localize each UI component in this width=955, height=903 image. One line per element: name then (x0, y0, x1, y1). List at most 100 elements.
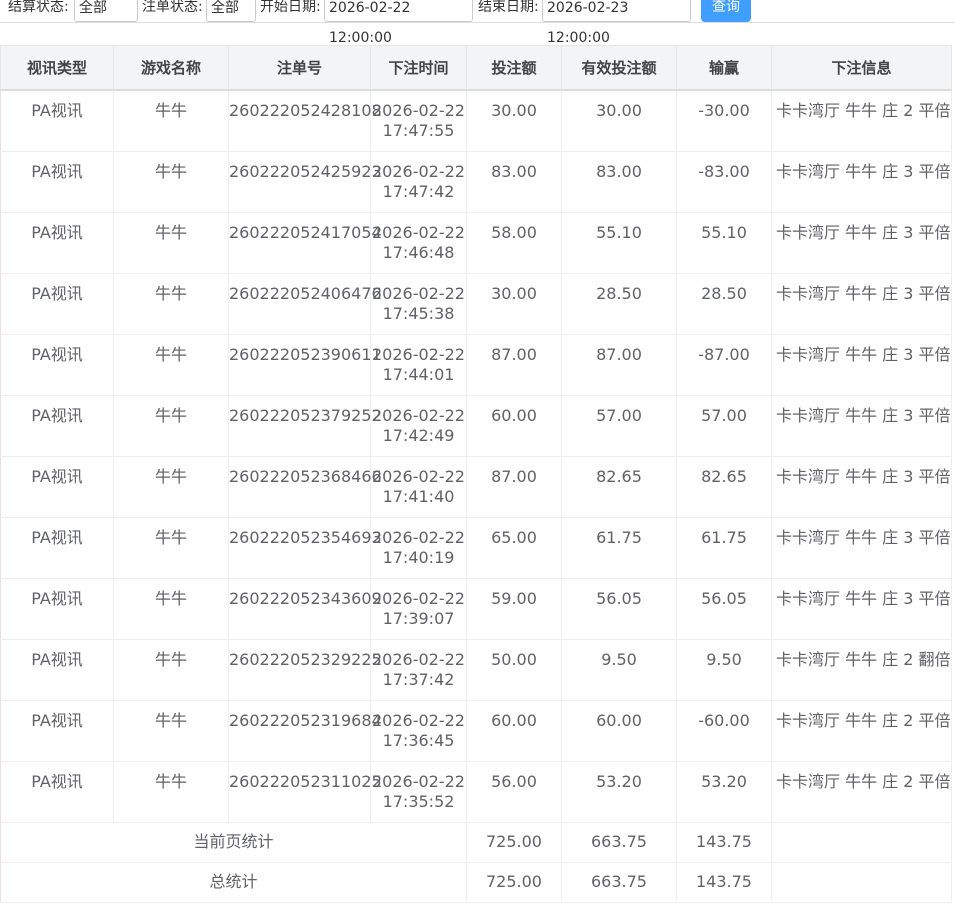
row: PA视讯 牛牛 260222052319684 2026-02-22 17:36:45… (0, 699, 952, 762)
cell: 57.00 (676, 394, 772, 457)
row: PA视讯 牛牛 260222052428108 2026-02-22 17:47:55… (0, 89, 952, 152)
cell: 2026-02-22 17:40:19 (370, 516, 467, 579)
row: PA视讯 牛牛 260222052425923 2026-02-22 17:47:42… (0, 150, 952, 213)
cell: 卡卡湾厅 牛牛 庄 2 翻倍 (771, 638, 952, 701)
header-row: 视讯类型 游戏名称 注单号 下注时间 投注额 有效投注额 输赢 下注信息 (0, 45, 952, 91)
cell: 卡卡湾厅 牛牛 庄 2 平倍 (771, 760, 952, 823)
cell: 2026-02-22 17:35:52 (370, 760, 467, 823)
cell: 260222052379252 (228, 394, 382, 457)
row: PA视讯 牛牛 260222052390611 2026-02-22 17:44:01… (0, 333, 952, 396)
cell: 卡卡湾厅 牛牛 庄 3 平倍 (771, 150, 952, 213)
cell: 2026-02-22 17:45:38 (370, 272, 467, 335)
cell: 83.00 (561, 150, 677, 213)
header-cell: 游戏名称 (113, 45, 229, 91)
header-cell: 注单号 (228, 45, 371, 91)
cell: 牛牛 (113, 211, 229, 274)
cell: 57.00 (561, 394, 677, 457)
row: PA视讯 牛牛 260222052311025 2026-02-22 17:35:52… (0, 760, 952, 823)
cell: 牛牛 (113, 150, 229, 213)
label: 注单状态: (142, 0, 203, 15)
query-button[interactable]: 查询 (701, 0, 751, 22)
cell: 60.00 (561, 699, 677, 762)
summary-label: 当前页统计 (0, 821, 467, 863)
cell: 53.20 (561, 760, 677, 823)
cell: 牛牛 (113, 272, 229, 335)
cell: PA视讯 (0, 150, 114, 213)
summary-cell: 143.75 (676, 861, 772, 903)
cell: -83.00 (676, 150, 772, 213)
cell: 87.00 (466, 333, 562, 396)
date-input[interactable]: 2026-02-22 12:00:00 (324, 0, 473, 46)
cell: 87.00 (466, 455, 562, 518)
summary-row: 当前页统计 725.00 663.75 143.75 (0, 821, 952, 863)
cell: 65.00 (466, 516, 562, 579)
header-cell: 输赢 (676, 45, 772, 91)
select[interactable]: 全部 (206, 0, 256, 22)
cell: 2026-02-22 17:47:55 (370, 89, 467, 152)
header-cell: 有效投注额 (561, 45, 677, 91)
header-cell: 下注时间 (370, 45, 467, 91)
cell: 卡卡湾厅 牛牛 庄 3 平倍 (771, 516, 952, 579)
date-input[interactable]: 2026-02-23 12:00:00 (542, 0, 691, 46)
cell: 56.05 (676, 577, 772, 640)
cell: 260222052311025 (228, 760, 382, 823)
cell: 260222052390611 (228, 333, 382, 396)
cell: 9.50 (561, 638, 677, 701)
cell: 牛牛 (113, 455, 229, 518)
label: 结算状态: (8, 0, 69, 15)
cell: 260222052329225 (228, 638, 382, 701)
cell: 87.00 (561, 333, 677, 396)
cell: -30.00 (676, 89, 772, 152)
select[interactable]: 全部 (74, 0, 138, 22)
header-cell: 投注额 (466, 45, 562, 91)
header-cell: 视讯类型 (0, 45, 114, 91)
cell: 2026-02-22 17:37:42 (370, 638, 467, 701)
cell: 53.20 (676, 760, 772, 823)
cell: 260222052425923 (228, 150, 382, 213)
cell: 2026-02-22 17:39:07 (370, 577, 467, 640)
cell: 56.05 (561, 577, 677, 640)
cell: PA视讯 (0, 760, 114, 823)
cell: 2026-02-22 17:42:49 (370, 394, 467, 457)
cell: 56.00 (466, 760, 562, 823)
summary-cell: 725.00 (466, 861, 562, 903)
cell: 2026-02-22 17:44:01 (370, 333, 467, 396)
cell: 牛牛 (113, 89, 229, 152)
row: PA视讯 牛牛 260222052354693 2026-02-22 17:40:19… (0, 516, 952, 579)
row: PA视讯 牛牛 260222052406476 2026-02-22 17:45:38… (0, 272, 952, 335)
cell: 60.00 (466, 699, 562, 762)
cell: 50.00 (466, 638, 562, 701)
cell: -60.00 (676, 699, 772, 762)
summary-cell: 663.75 (561, 861, 677, 903)
cell: 28.50 (561, 272, 677, 335)
cell: 9.50 (676, 638, 772, 701)
cell: PA视讯 (0, 394, 114, 457)
summary-row: 总统计 725.00 663.75 143.75 (0, 861, 952, 903)
cell: 卡卡湾厅 牛牛 庄 2 平倍 (771, 699, 952, 762)
cell: 卡卡湾厅 牛牛 庄 3 平倍 (771, 333, 952, 396)
cell: 牛牛 (113, 394, 229, 457)
cell: 55.10 (561, 211, 677, 274)
empty-cell (771, 821, 952, 863)
cell: 2026-02-22 17:41:40 (370, 455, 467, 518)
cell: 卡卡湾厅 牛牛 庄 3 平倍 (771, 272, 952, 335)
empty-cell (771, 861, 952, 903)
cell: 55.10 (676, 211, 772, 274)
cell: PA视讯 (0, 333, 114, 396)
summary-cell: 725.00 (466, 821, 562, 863)
cell: PA视讯 (0, 89, 114, 152)
cell: 61.75 (676, 516, 772, 579)
cell: 58.00 (466, 211, 562, 274)
cell: 卡卡湾厅 牛牛 庄 2 平倍 (771, 89, 952, 152)
row: PA视讯 牛牛 260222052379252 2026-02-22 17:42:49… (0, 394, 952, 457)
cell: 30.00 (466, 89, 562, 152)
summary-cell: 663.75 (561, 821, 677, 863)
cell: 牛牛 (113, 638, 229, 701)
cell: 260222052428108 (228, 89, 382, 152)
cell: 28.50 (676, 272, 772, 335)
row: PA视讯 牛牛 260222052368466 2026-02-22 17:41:40… (0, 455, 952, 518)
cell: PA视讯 (0, 272, 114, 335)
label: 结束日期: (478, 0, 539, 15)
cell: 牛牛 (113, 760, 229, 823)
cell: 30.00 (561, 89, 677, 152)
